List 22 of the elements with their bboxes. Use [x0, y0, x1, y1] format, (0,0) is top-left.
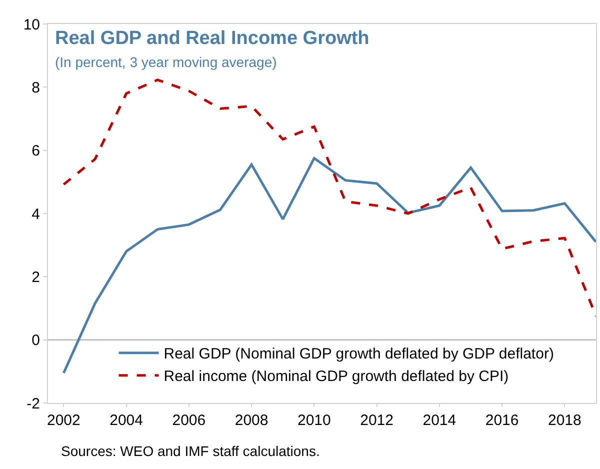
x-tick-label: 2014: [422, 412, 456, 429]
x-tick-label: 2008: [234, 412, 268, 429]
x-tick-label: 2004: [110, 412, 143, 429]
source-note: Sources: WEO and IMF staff calculations.: [61, 443, 320, 459]
y-tick-label: 4: [32, 206, 40, 223]
x-tick-label: 2012: [360, 412, 394, 429]
chart-title: Real GDP and Real Income Growth: [55, 28, 370, 49]
x-tick-label: 2002: [46, 412, 80, 429]
x-tick-label: 2018: [548, 412, 582, 429]
y-tick-label: 0: [32, 332, 40, 350]
y-tick-label: 2: [32, 268, 40, 286]
x-tick-label: 2016: [485, 412, 519, 429]
y-tick-label: 6: [32, 142, 40, 160]
line-series: [62, 78, 596, 318]
y-tick-label: -2: [26, 395, 40, 412]
legend-label: Real GDP (Nominal GDP growth deflated by GDP deflator): [164, 346, 554, 363]
y-tick-label: 10: [23, 16, 40, 34]
x-tick-label: 2006: [172, 412, 206, 429]
text: (In percent, 3 year moving average): [55, 54, 277, 70]
y-tick-label: 8: [32, 79, 40, 96]
legend-label: Real income (Nominal GDP growth deflated by CPI): [164, 368, 509, 386]
x-tick-label: 2010: [297, 412, 331, 429]
